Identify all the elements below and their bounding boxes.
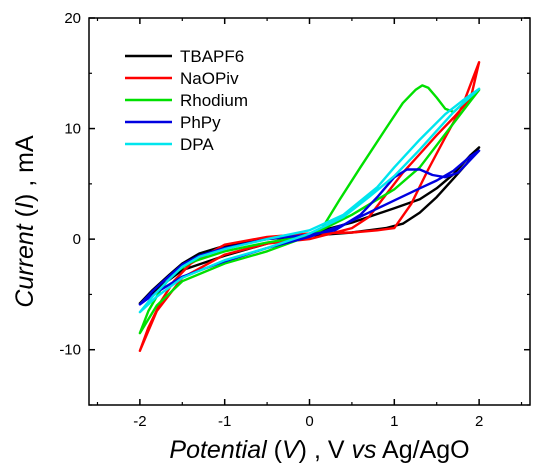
y-axis-title-quantity: Current	[11, 223, 39, 307]
x-tick-label: 0	[305, 413, 313, 430]
plot-frame	[88, 17, 531, 406]
y-tick-label: 20	[64, 10, 81, 27]
y-axis-title-symbol: I	[11, 202, 39, 209]
x-axis-title: Potential (V) , V vs Ag/AgO	[169, 436, 469, 464]
x-tick-label: 2	[475, 413, 483, 430]
series-line-phpy	[138, 149, 481, 306]
x-tick-label: -2	[133, 413, 146, 430]
series-line-rhodium	[138, 84, 481, 335]
y-axis-title: Current (I) , mA	[11, 135, 39, 308]
y-axis-title-units: ) , mA	[11, 135, 39, 202]
x-axis-title-reference: Ag/AgO	[376, 436, 469, 464]
legend: TBAPF6 NaOPiv Rhodium PhPy DPA	[125, 47, 248, 154]
series-layer	[138, 61, 481, 352]
legend-label: DPA	[180, 135, 214, 154]
y-tick-label: 10	[64, 121, 81, 138]
x-tick-label: -1	[218, 413, 231, 430]
x-axis-title-quantity: Potential	[169, 436, 268, 464]
legend-label: NaOPiv	[180, 69, 239, 88]
y-tick-label: 0	[73, 231, 81, 248]
x-axis-title-symbol: V	[282, 436, 301, 464]
series-line-naopiv	[138, 61, 481, 352]
series-line-dpa	[138, 87, 481, 314]
legend-label: PhPy	[180, 113, 221, 132]
x-tick-label: 1	[390, 413, 398, 430]
x-axis-title-open: (	[267, 436, 283, 464]
legend-label: TBAPF6	[180, 47, 244, 66]
y-tick-label: -10	[59, 342, 81, 359]
y-axis-title-open: (	[11, 208, 39, 224]
legend-label: Rhodium	[180, 91, 248, 110]
x-axis-title-vs: vs	[351, 436, 376, 464]
x-axis-title-units: ) , V	[299, 436, 352, 464]
